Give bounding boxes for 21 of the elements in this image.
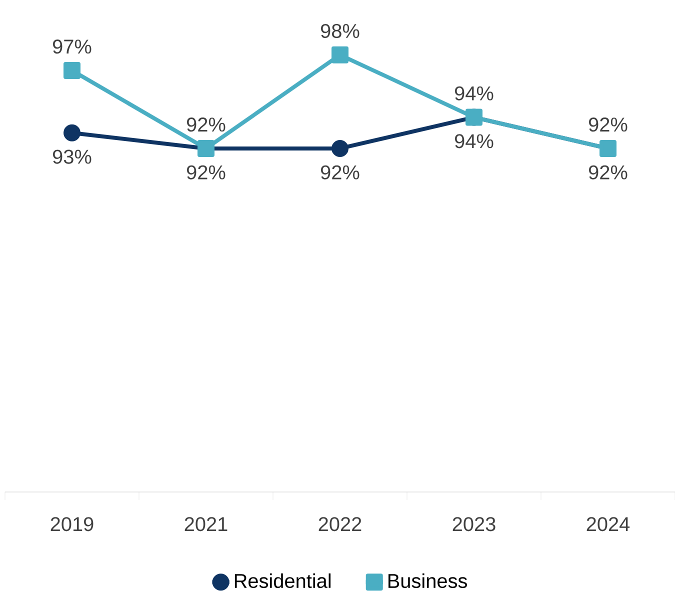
point xyxy=(332,46,349,64)
x-tick-label: 2022 xyxy=(318,517,362,532)
data-label: 97% xyxy=(53,40,92,54)
point xyxy=(332,140,349,157)
data-label: 98% xyxy=(321,24,360,38)
data-label: 92% xyxy=(589,118,628,132)
data-label: 92% xyxy=(589,165,628,180)
x-tick-label: 2021 xyxy=(184,517,228,532)
data-label: 93% xyxy=(53,150,92,164)
legend-label: Business xyxy=(388,573,467,588)
point xyxy=(64,62,80,79)
data-label: 92% xyxy=(187,118,226,132)
x-tick-label: 2023 xyxy=(452,517,496,532)
x-tick-label: 2019 xyxy=(50,517,94,532)
point xyxy=(64,124,80,142)
legend-label: Residential xyxy=(234,573,331,588)
x-tick-label: 2024 xyxy=(586,517,630,532)
data-label: 92% xyxy=(187,165,226,180)
data-label: 94% xyxy=(455,86,494,100)
data-label: 94% xyxy=(455,134,494,148)
data-label: 92% xyxy=(321,165,360,180)
